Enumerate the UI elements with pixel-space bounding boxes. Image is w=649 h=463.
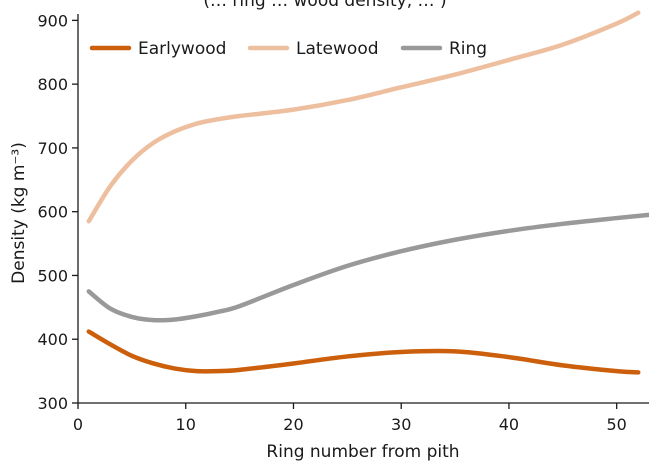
chart-title-fragment: (… ring … wood density, … ) — [203, 0, 446, 11]
series-line-ring — [86, 212, 649, 323]
legend: Earlywood Latewood Ring — [89, 39, 487, 59]
axes: 0 10 20 30 40 50 300 400 500 600 700 800 900 — [37, 11, 649, 434]
x-tick-label: 30 — [391, 415, 411, 434]
x-tick-label: 50 — [606, 415, 626, 434]
y-tick-label: 500 — [37, 266, 68, 285]
y-tick-label: 900 — [37, 11, 68, 30]
legend-label-latewood: Latewood — [296, 39, 379, 59]
y-tick-label: 700 — [37, 139, 68, 158]
plot-lines — [86, 10, 649, 375]
x-tick-label: 40 — [499, 415, 519, 434]
x-tick-label: 20 — [283, 415, 303, 434]
y-tick-label: 400 — [37, 330, 68, 349]
x-axis-title: Ring number from pith — [266, 442, 459, 462]
x-tick-label: 10 — [176, 415, 196, 434]
legend-label-ring: Ring — [449, 39, 487, 59]
y-axis-title: Density (kg m⁻³) — [9, 142, 29, 284]
series-line-latewood — [86, 10, 641, 224]
y-ticks: 300 400 500 600 700 800 900 — [37, 11, 78, 413]
series-line-earlywood — [86, 329, 641, 375]
y-tick-label: 600 — [37, 203, 68, 222]
y-tick-label: 300 — [37, 394, 68, 413]
x-ticks: 0 10 20 30 40 50 — [73, 403, 627, 434]
x-tick-label: 0 — [73, 415, 83, 434]
legend-label-earlywood: Earlywood — [138, 39, 226, 59]
y-tick-label: 800 — [37, 75, 68, 94]
